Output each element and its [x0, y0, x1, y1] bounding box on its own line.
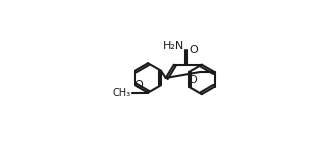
Text: O: O — [189, 45, 198, 55]
Text: O: O — [135, 80, 144, 90]
Text: O: O — [188, 75, 197, 85]
Text: H₂N: H₂N — [163, 41, 184, 51]
Text: CH₃: CH₃ — [112, 88, 130, 98]
